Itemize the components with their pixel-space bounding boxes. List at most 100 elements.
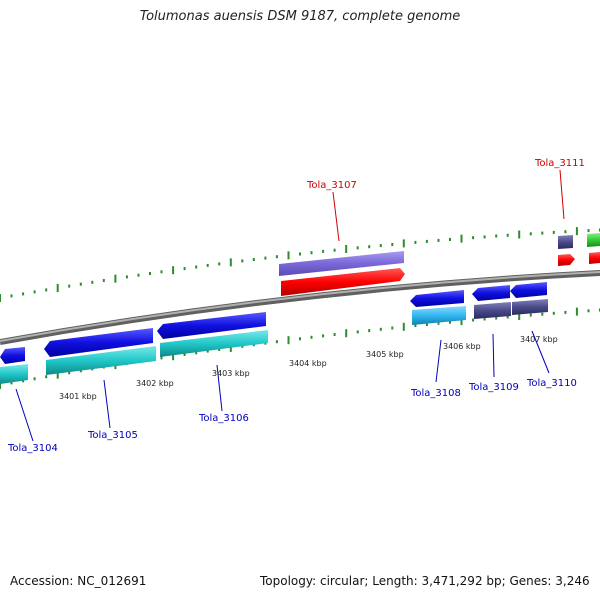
outer-tick-mark [460,234,463,243]
gene-tola-3107[interactable] [281,268,405,296]
leader-tola-3104 [15,388,34,442]
gene-tola-3106-cds[interactable] [160,330,268,357]
inner-tick-mark [529,313,532,317]
inner-tick-mark [206,349,209,353]
outer-tick-mark [264,256,267,260]
inner-tick-mark [10,381,13,385]
leader-tola-3111 [559,169,565,220]
outer-tick-mark [206,263,209,267]
gene-next[interactable] [589,252,600,264]
inner-tick-mark [425,323,428,326]
gene-label-tola-3109[interactable]: Tola_3109 [468,382,519,393]
inner-tick-mark [33,377,36,381]
gene-next-cds[interactable] [587,233,600,247]
gene-tola-3106[interactable] [157,312,266,339]
outer-tick-mark [137,273,140,277]
outer-tick-mark [449,238,451,241]
outer-tick-mark [287,251,290,260]
outer-tick-mark [102,279,105,282]
gene-label-tola-3108[interactable]: Tola_3108 [410,388,461,399]
outer-tick-mark [149,272,151,275]
scale-label-3406: 3406 kbp [443,342,481,351]
inner-tick-mark [45,375,48,379]
inner-tick-mark [575,307,578,316]
inner-tick-mark [552,311,555,315]
genome-title: Tolumonas auensis DSM 9187, complete gen… [139,9,461,24]
inner-tick-mark [564,310,567,314]
leader-tola-3109 [492,333,495,378]
outer-tick-mark [114,274,117,283]
gene-label-tola-3104[interactable]: Tola_3104 [7,443,58,454]
gene-tola-3109[interactable] [472,285,510,301]
gene-tola-3110[interactable] [510,282,547,298]
outer-tick-mark [125,275,128,279]
gene-tola-3111[interactable] [558,254,575,266]
inner-tick-mark [437,321,440,325]
inner-tick-mark [518,312,521,320]
inner-tick-mark [460,317,463,326]
outer-tick-mark [195,265,198,269]
inner-tick-mark [172,352,175,361]
outer-tick-mark [310,251,313,255]
outer-tick-mark [414,240,417,244]
inner-tick-mark [379,327,382,331]
gene-label-tola-3111[interactable]: Tola_3111 [534,158,585,169]
outer-tick-mark [172,266,175,275]
outer-tick-mark [79,282,82,286]
gene-tola-3105[interactable] [44,328,153,357]
leader-tola-3110 [531,330,550,374]
outer-tick-mark [437,238,440,242]
gene-tola-3104[interactable] [0,347,25,364]
outer-tick-mark [45,288,48,292]
gene-label-tola-3110[interactable]: Tola_3110 [526,378,577,389]
gene-label-tola-3106[interactable]: Tola_3106 [198,413,249,424]
inner-tick-mark [391,326,394,330]
outer-tick-mark [541,231,544,235]
gene-tola-3111-cds[interactable] [558,235,573,249]
inner-tick-mark [402,322,405,331]
outer-tick-mark [160,270,163,274]
gene-tola-3108-cds[interactable] [412,306,466,325]
inner-tick-mark [183,353,186,356]
outer-tick-mark [275,255,278,259]
outer-tick-mark [564,230,567,234]
inner-tick-mark [506,315,509,319]
scale-label-3403: 3403 kbp [212,369,250,378]
outer-tick-mark [68,284,71,288]
inner-tick-mark [229,343,232,352]
inner-tick-mark [0,381,1,389]
inner-tick-mark [79,369,82,373]
gene-tola-3108[interactable] [410,290,464,307]
outer-tick-mark [552,230,555,234]
topology-text: Topology: circular; Length: 3,471,292 bp… [260,574,590,588]
gene-tola-3109-cds[interactable] [474,302,511,319]
gene-tola-3105-cds[interactable] [46,346,156,375]
outer-tick-track [0,227,600,302]
gene-label-tola-3105[interactable]: Tola_3105 [87,430,138,441]
outer-tick-mark [356,246,359,250]
outer-tick-mark [252,258,255,261]
outer-tick-mark [425,239,428,243]
inner-tick-mark [160,356,163,360]
gene-tola-3110-cds[interactable] [512,299,548,315]
leader-tola-3108 [435,339,442,383]
gene-label-tola-3107[interactable]: Tola_3107 [306,180,357,191]
inner-tick-mark [483,317,486,321]
scale-label-3404: 3404 kbp [289,359,327,368]
gene-tola-3107-cds[interactable] [279,251,404,276]
inner-tick-mark [587,309,590,313]
inner-tick-mark [472,318,475,322]
inner-tick-mark [495,316,498,320]
scale-label-3401: 3401 kbp [59,392,97,401]
outer-tick-mark [322,249,325,253]
inner-tick-mark [56,370,59,379]
inner-tick-mark [299,337,301,341]
gene-tola-3104-cds[interactable] [0,364,28,384]
outer-tick-mark [22,292,25,296]
inner-tick-mark [356,330,359,334]
outer-tick-mark [391,243,394,246]
inner-tick-mark [345,329,348,338]
outer-tick-mark [529,232,532,236]
outer-tick-mark [299,252,301,256]
